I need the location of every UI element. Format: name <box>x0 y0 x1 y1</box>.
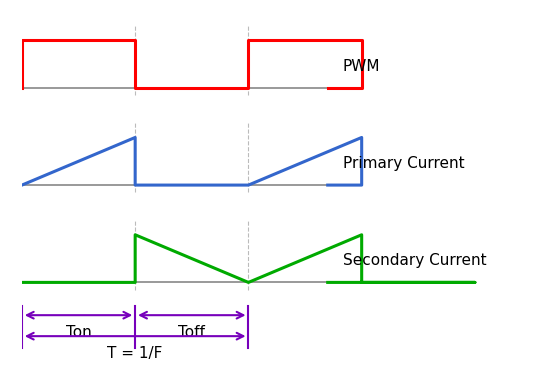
Text: Toff: Toff <box>178 325 206 340</box>
Text: T = 1/F: T = 1/F <box>107 346 163 362</box>
Text: Primary Current: Primary Current <box>343 156 465 171</box>
Text: Secondary Current: Secondary Current <box>343 253 487 268</box>
Text: Ton: Ton <box>66 325 92 340</box>
Text: PWM: PWM <box>343 59 380 74</box>
